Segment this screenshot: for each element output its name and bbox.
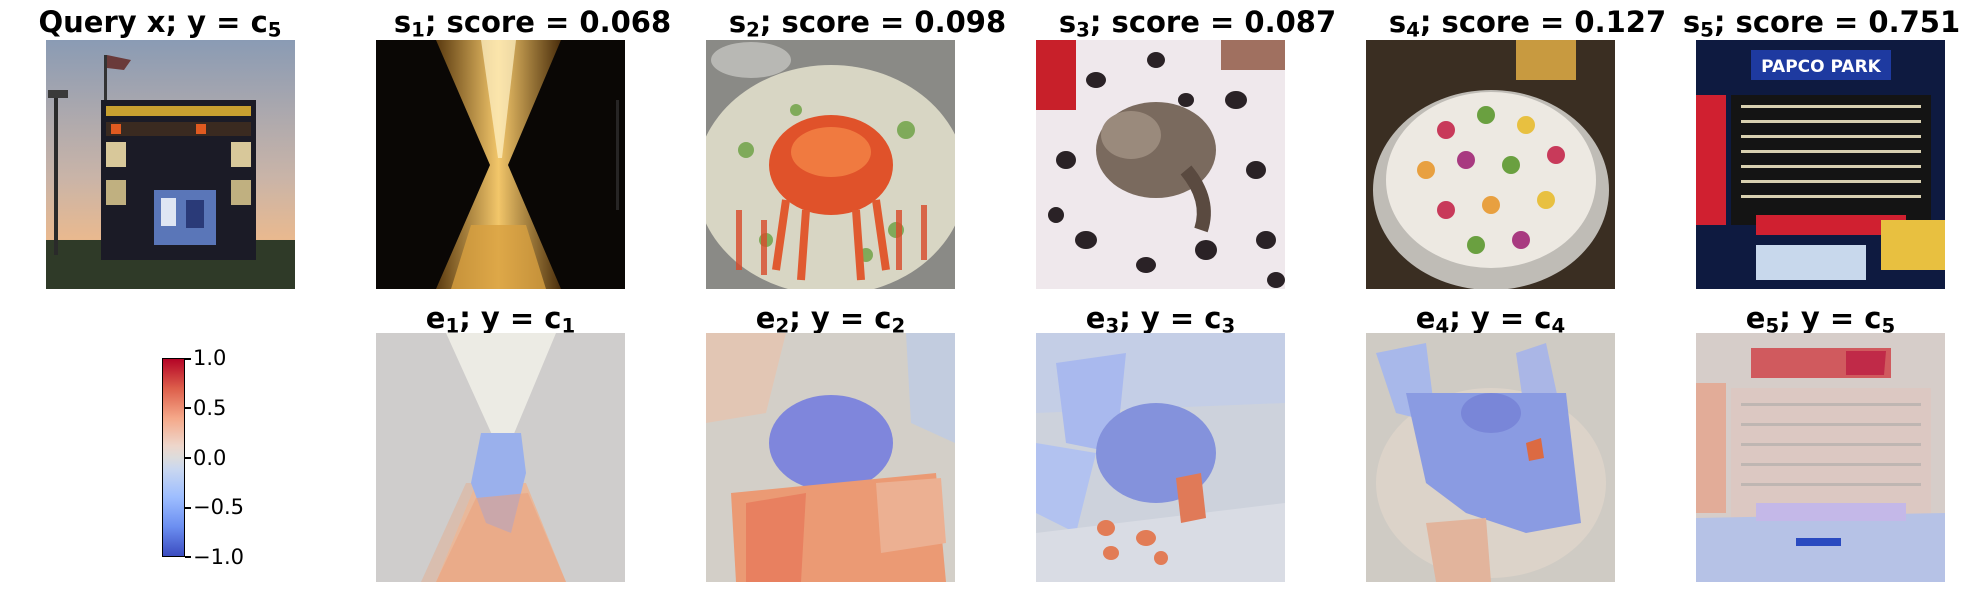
sample-score: ; score = 0.751	[1713, 5, 1961, 39]
explanation-mid: ; y = c	[1449, 301, 1552, 335]
sample-index: 4	[1406, 18, 1420, 42]
query-title: Query x; y = c5	[35, 2, 285, 42]
explanation-label: e	[425, 301, 446, 335]
explanation-title-4: e4; y = c4	[1366, 298, 1615, 338]
sample-image-2	[706, 40, 955, 289]
sample-index: 1	[411, 18, 425, 42]
colorbar-tick-label: 1.0	[193, 346, 227, 370]
sample-label: s	[1682, 5, 1701, 39]
sample-image-1	[376, 40, 625, 289]
explanation-title-2: e2; y = c2	[706, 298, 955, 338]
explanation-mid: ; y = c	[789, 301, 892, 335]
explanation-heatmap-3	[1036, 333, 1285, 582]
explanation-index: 5	[1765, 314, 1780, 338]
explanation-label: e	[1745, 301, 1766, 335]
explanation-heatmap-4	[1366, 333, 1615, 582]
sample-label: s	[393, 5, 412, 39]
explanation-heatmap-5	[1696, 333, 1945, 582]
explanation-index: 3	[1105, 314, 1120, 338]
explanation-label: e	[1085, 301, 1106, 335]
explanation-title-5: e5; y = c5	[1696, 298, 1945, 338]
sample-title-2: s2; score = 0.098	[690, 2, 1045, 42]
sample-index: 3	[1076, 18, 1090, 42]
explanation-class: 4	[1551, 314, 1566, 338]
explanation-mid: ; y = c	[1119, 301, 1222, 335]
explanation-heatmap-1	[376, 333, 625, 582]
colorbar-tick-label: −0.5	[193, 495, 244, 519]
explanation-index: 2	[775, 314, 790, 338]
colorbar-tick-label: −1.0	[193, 545, 244, 569]
colorbar-tick	[185, 507, 191, 509]
colorbar-tick-label: 0.0	[193, 446, 227, 470]
sample-label: s	[1388, 5, 1407, 39]
explanation-heatmap-2	[706, 333, 955, 582]
explanation-index: 1	[445, 314, 460, 338]
sample-image-4	[1366, 40, 1615, 289]
sample-image-3	[1036, 40, 1285, 289]
sample-label: s	[728, 5, 747, 39]
colorbar-tick	[185, 556, 191, 558]
explanation-mid: ; y = c	[459, 301, 562, 335]
explanation-class: 3	[1221, 314, 1236, 338]
colorbar-tick	[185, 457, 191, 459]
sample-label: s	[1058, 5, 1077, 39]
explanation-title-1: e1; y = c1	[376, 298, 625, 338]
query-image	[46, 40, 295, 289]
sample-title-3: s3; score = 0.087	[1020, 2, 1375, 42]
sample-score: ; score = 0.127	[1419, 5, 1667, 39]
explanation-class: 2	[891, 314, 906, 338]
sample-score: ; score = 0.087	[1089, 5, 1337, 39]
colorbar-tick	[185, 407, 191, 409]
sample-index: 2	[746, 18, 760, 42]
sample-title-5: s5; score = 0.751	[1680, 2, 1963, 42]
sample-score: ; score = 0.068	[424, 5, 672, 39]
explanation-index: 4	[1435, 314, 1450, 338]
explanation-mid: ; y = c	[1779, 301, 1882, 335]
explanation-class: 1	[561, 314, 576, 338]
sign-text: PAPCO PARK	[1761, 57, 1882, 77]
explanation-label: e	[755, 301, 776, 335]
sample-score: ; score = 0.098	[759, 5, 1007, 39]
colorbar-tick-label: 0.5	[193, 396, 227, 420]
sample-title-1: s1; score = 0.068	[355, 2, 710, 42]
colorbar-tick	[185, 358, 191, 360]
colorbar	[162, 358, 185, 557]
explanation-title-3: e3; y = c3	[1036, 298, 1285, 338]
sample-image-5: PAPCO PARK	[1696, 40, 1945, 289]
explanation-class: 5	[1881, 314, 1896, 338]
explanation-label: e	[1415, 301, 1436, 335]
query-title-sub: 5	[267, 18, 282, 42]
sample-index: 5	[1700, 18, 1714, 42]
sample-title-4: s4; score = 0.127	[1350, 2, 1705, 42]
query-title-text: Query x; y = c	[38, 5, 268, 39]
